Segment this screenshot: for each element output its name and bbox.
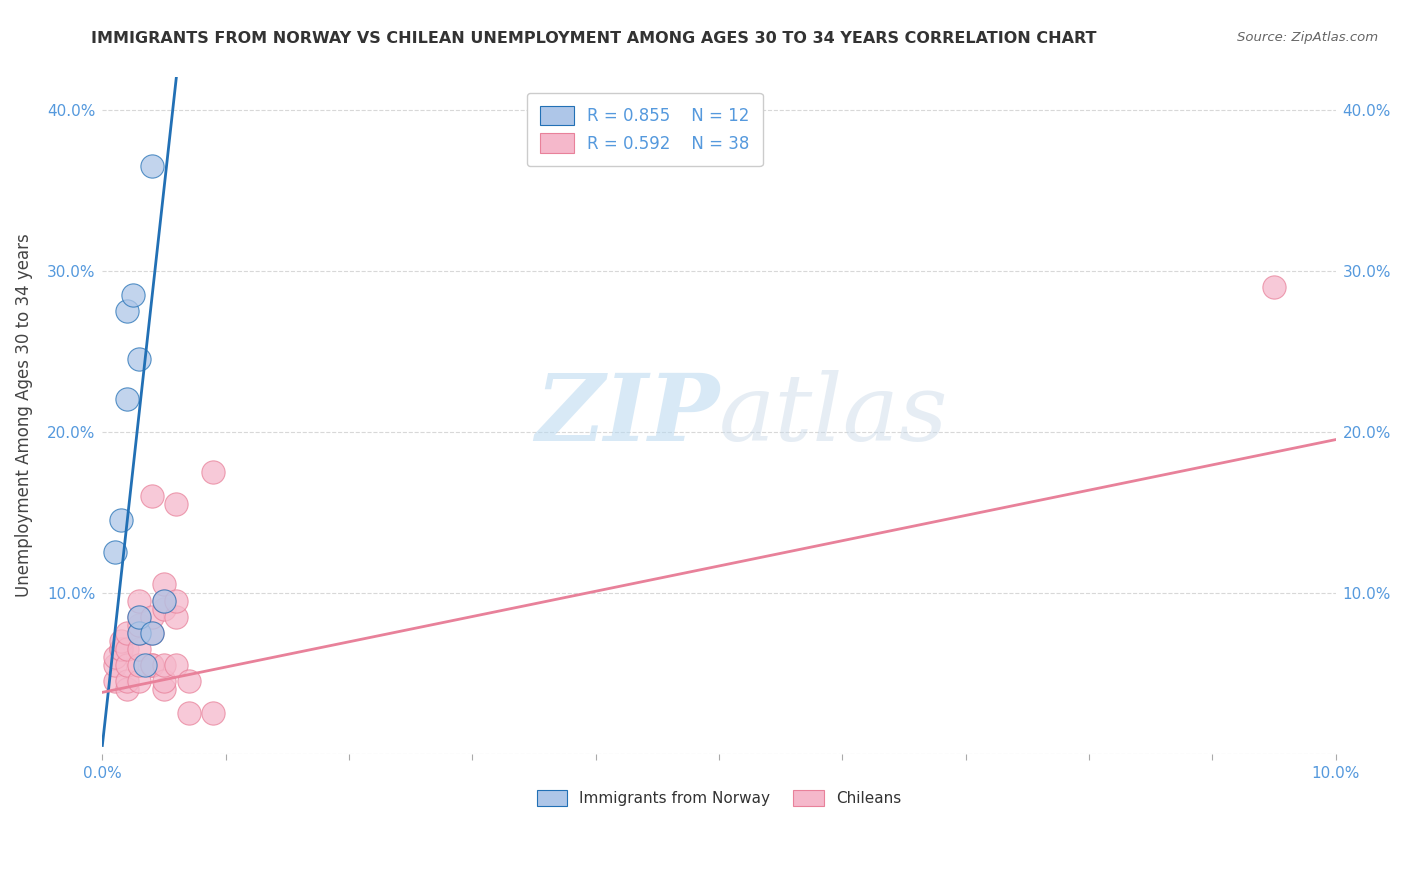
Point xyxy=(141,625,163,640)
Point xyxy=(153,682,176,697)
Point xyxy=(141,159,163,173)
Point xyxy=(141,489,163,503)
Point xyxy=(115,303,138,318)
Legend: Immigrants from Norway, Chileans: Immigrants from Norway, Chileans xyxy=(529,782,908,814)
Point xyxy=(128,641,150,656)
Text: Source: ZipAtlas.com: Source: ZipAtlas.com xyxy=(1237,31,1378,45)
Point xyxy=(104,649,127,664)
Point xyxy=(128,625,150,640)
Y-axis label: Unemployment Among Ages 30 to 34 years: Unemployment Among Ages 30 to 34 years xyxy=(15,234,32,598)
Point xyxy=(110,641,132,656)
Point xyxy=(165,593,187,607)
Point xyxy=(128,617,150,632)
Point xyxy=(202,465,225,479)
Point xyxy=(128,609,150,624)
Point xyxy=(115,392,138,407)
Point xyxy=(153,593,176,607)
Point xyxy=(141,609,163,624)
Point xyxy=(122,287,145,301)
Point xyxy=(110,513,132,527)
Point xyxy=(115,641,138,656)
Point xyxy=(110,641,132,656)
Point xyxy=(141,657,163,672)
Point xyxy=(128,674,150,689)
Point xyxy=(177,674,200,689)
Point xyxy=(128,625,150,640)
Point xyxy=(141,625,163,640)
Point xyxy=(153,674,176,689)
Point xyxy=(128,609,150,624)
Point xyxy=(153,601,176,615)
Point xyxy=(104,545,127,559)
Text: atlas: atlas xyxy=(718,370,949,460)
Point xyxy=(153,577,176,591)
Point xyxy=(104,674,127,689)
Point xyxy=(165,497,187,511)
Point xyxy=(165,657,187,672)
Point xyxy=(153,657,176,672)
Point xyxy=(128,593,150,607)
Text: ZIP: ZIP xyxy=(534,370,718,460)
Text: IMMIGRANTS FROM NORWAY VS CHILEAN UNEMPLOYMENT AMONG AGES 30 TO 34 YEARS CORRELA: IMMIGRANTS FROM NORWAY VS CHILEAN UNEMPL… xyxy=(91,31,1097,46)
Point xyxy=(202,706,225,721)
Point xyxy=(104,657,127,672)
Point xyxy=(177,706,200,721)
Point xyxy=(115,625,138,640)
Point xyxy=(128,352,150,367)
Point xyxy=(165,609,187,624)
Point xyxy=(141,657,163,672)
Point xyxy=(134,657,156,672)
Point xyxy=(115,682,138,697)
Point xyxy=(128,657,150,672)
Point xyxy=(1263,279,1285,293)
Point xyxy=(110,633,132,648)
Point xyxy=(115,674,138,689)
Point xyxy=(153,593,176,607)
Point xyxy=(115,657,138,672)
